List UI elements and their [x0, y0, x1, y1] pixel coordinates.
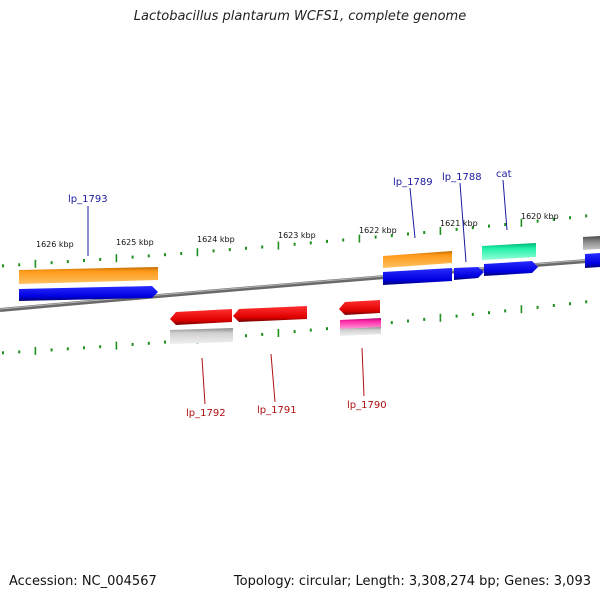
- genome-summary-text: Topology: circular; Length: 3,308,274 bp…: [233, 574, 591, 589]
- label-lp-1791[interactable]: lp_1791: [257, 405, 297, 416]
- feature-orange-2[interactable]: [383, 251, 452, 268]
- feature-gray-2[interactable]: [340, 327, 381, 336]
- scale-label-1622: 1622 kbp: [359, 226, 397, 235]
- gene-lp-1791[interactable]: [233, 306, 307, 322]
- feature-cat-teal[interactable]: [482, 243, 536, 260]
- leader-lp-1792: [201, 357, 206, 405]
- scale-label-1625: 1625 kbp: [116, 238, 154, 247]
- label-lp-1789[interactable]: lp_1789: [393, 177, 433, 188]
- leader-lp-1789: [409, 187, 416, 239]
- gene-labels: lp_1793 lp_1789 lp_1788 cat lp_1792 lp_1…: [68, 169, 512, 419]
- label-lp-1790[interactable]: lp_1790: [347, 400, 387, 411]
- scale-label-1621: 1621 kbp: [440, 219, 478, 228]
- gene-lp-1792[interactable]: [170, 309, 232, 325]
- scale-label-1620: 1620 kbp: [521, 212, 559, 221]
- gene-lp-1790[interactable]: [339, 300, 380, 315]
- forward-features: [19, 236, 600, 301]
- label-lp-1793[interactable]: lp_1793: [68, 194, 108, 205]
- gene-lp-1793[interactable]: [19, 286, 158, 301]
- outer-tick-row: [2, 214, 588, 268]
- gene-lp-1788[interactable]: [454, 267, 484, 280]
- map-title: Lactobacillus plantarum WCFS1, complete …: [133, 9, 467, 24]
- gene-lp-1789[interactable]: [383, 268, 452, 285]
- scale-label-1623: 1623 kbp: [278, 231, 316, 240]
- label-lp-1788[interactable]: lp_1788: [442, 172, 482, 183]
- scale-label-1626: 1626 kbp: [36, 240, 74, 249]
- leader-lp-1791: [270, 353, 276, 403]
- scale-label-1624: 1624 kbp: [197, 235, 235, 244]
- scale-labels: 1626 kbp 1625 kbp 1624 kbp 1623 kbp 1622…: [36, 212, 559, 249]
- gene-cat[interactable]: [484, 261, 538, 276]
- reverse-features: [170, 300, 381, 344]
- feature-magenta[interactable]: [340, 318, 381, 329]
- label-leaders: [87, 179, 508, 405]
- label-lp-1792[interactable]: lp_1792: [186, 408, 226, 419]
- feature-gray-1[interactable]: [170, 328, 233, 344]
- accession-text: Accession: NC_004567: [9, 574, 157, 589]
- feature-dark-edge[interactable]: [583, 236, 600, 250]
- leader-lp-1790: [361, 347, 365, 397]
- leader-lp-1788: [459, 182, 467, 263]
- label-cat[interactable]: cat: [496, 169, 512, 180]
- inner-tick-row: [2, 300, 588, 355]
- leader-cat: [502, 179, 508, 231]
- feature-orange-1[interactable]: [19, 267, 158, 284]
- gene-edge-blue[interactable]: [585, 253, 600, 268]
